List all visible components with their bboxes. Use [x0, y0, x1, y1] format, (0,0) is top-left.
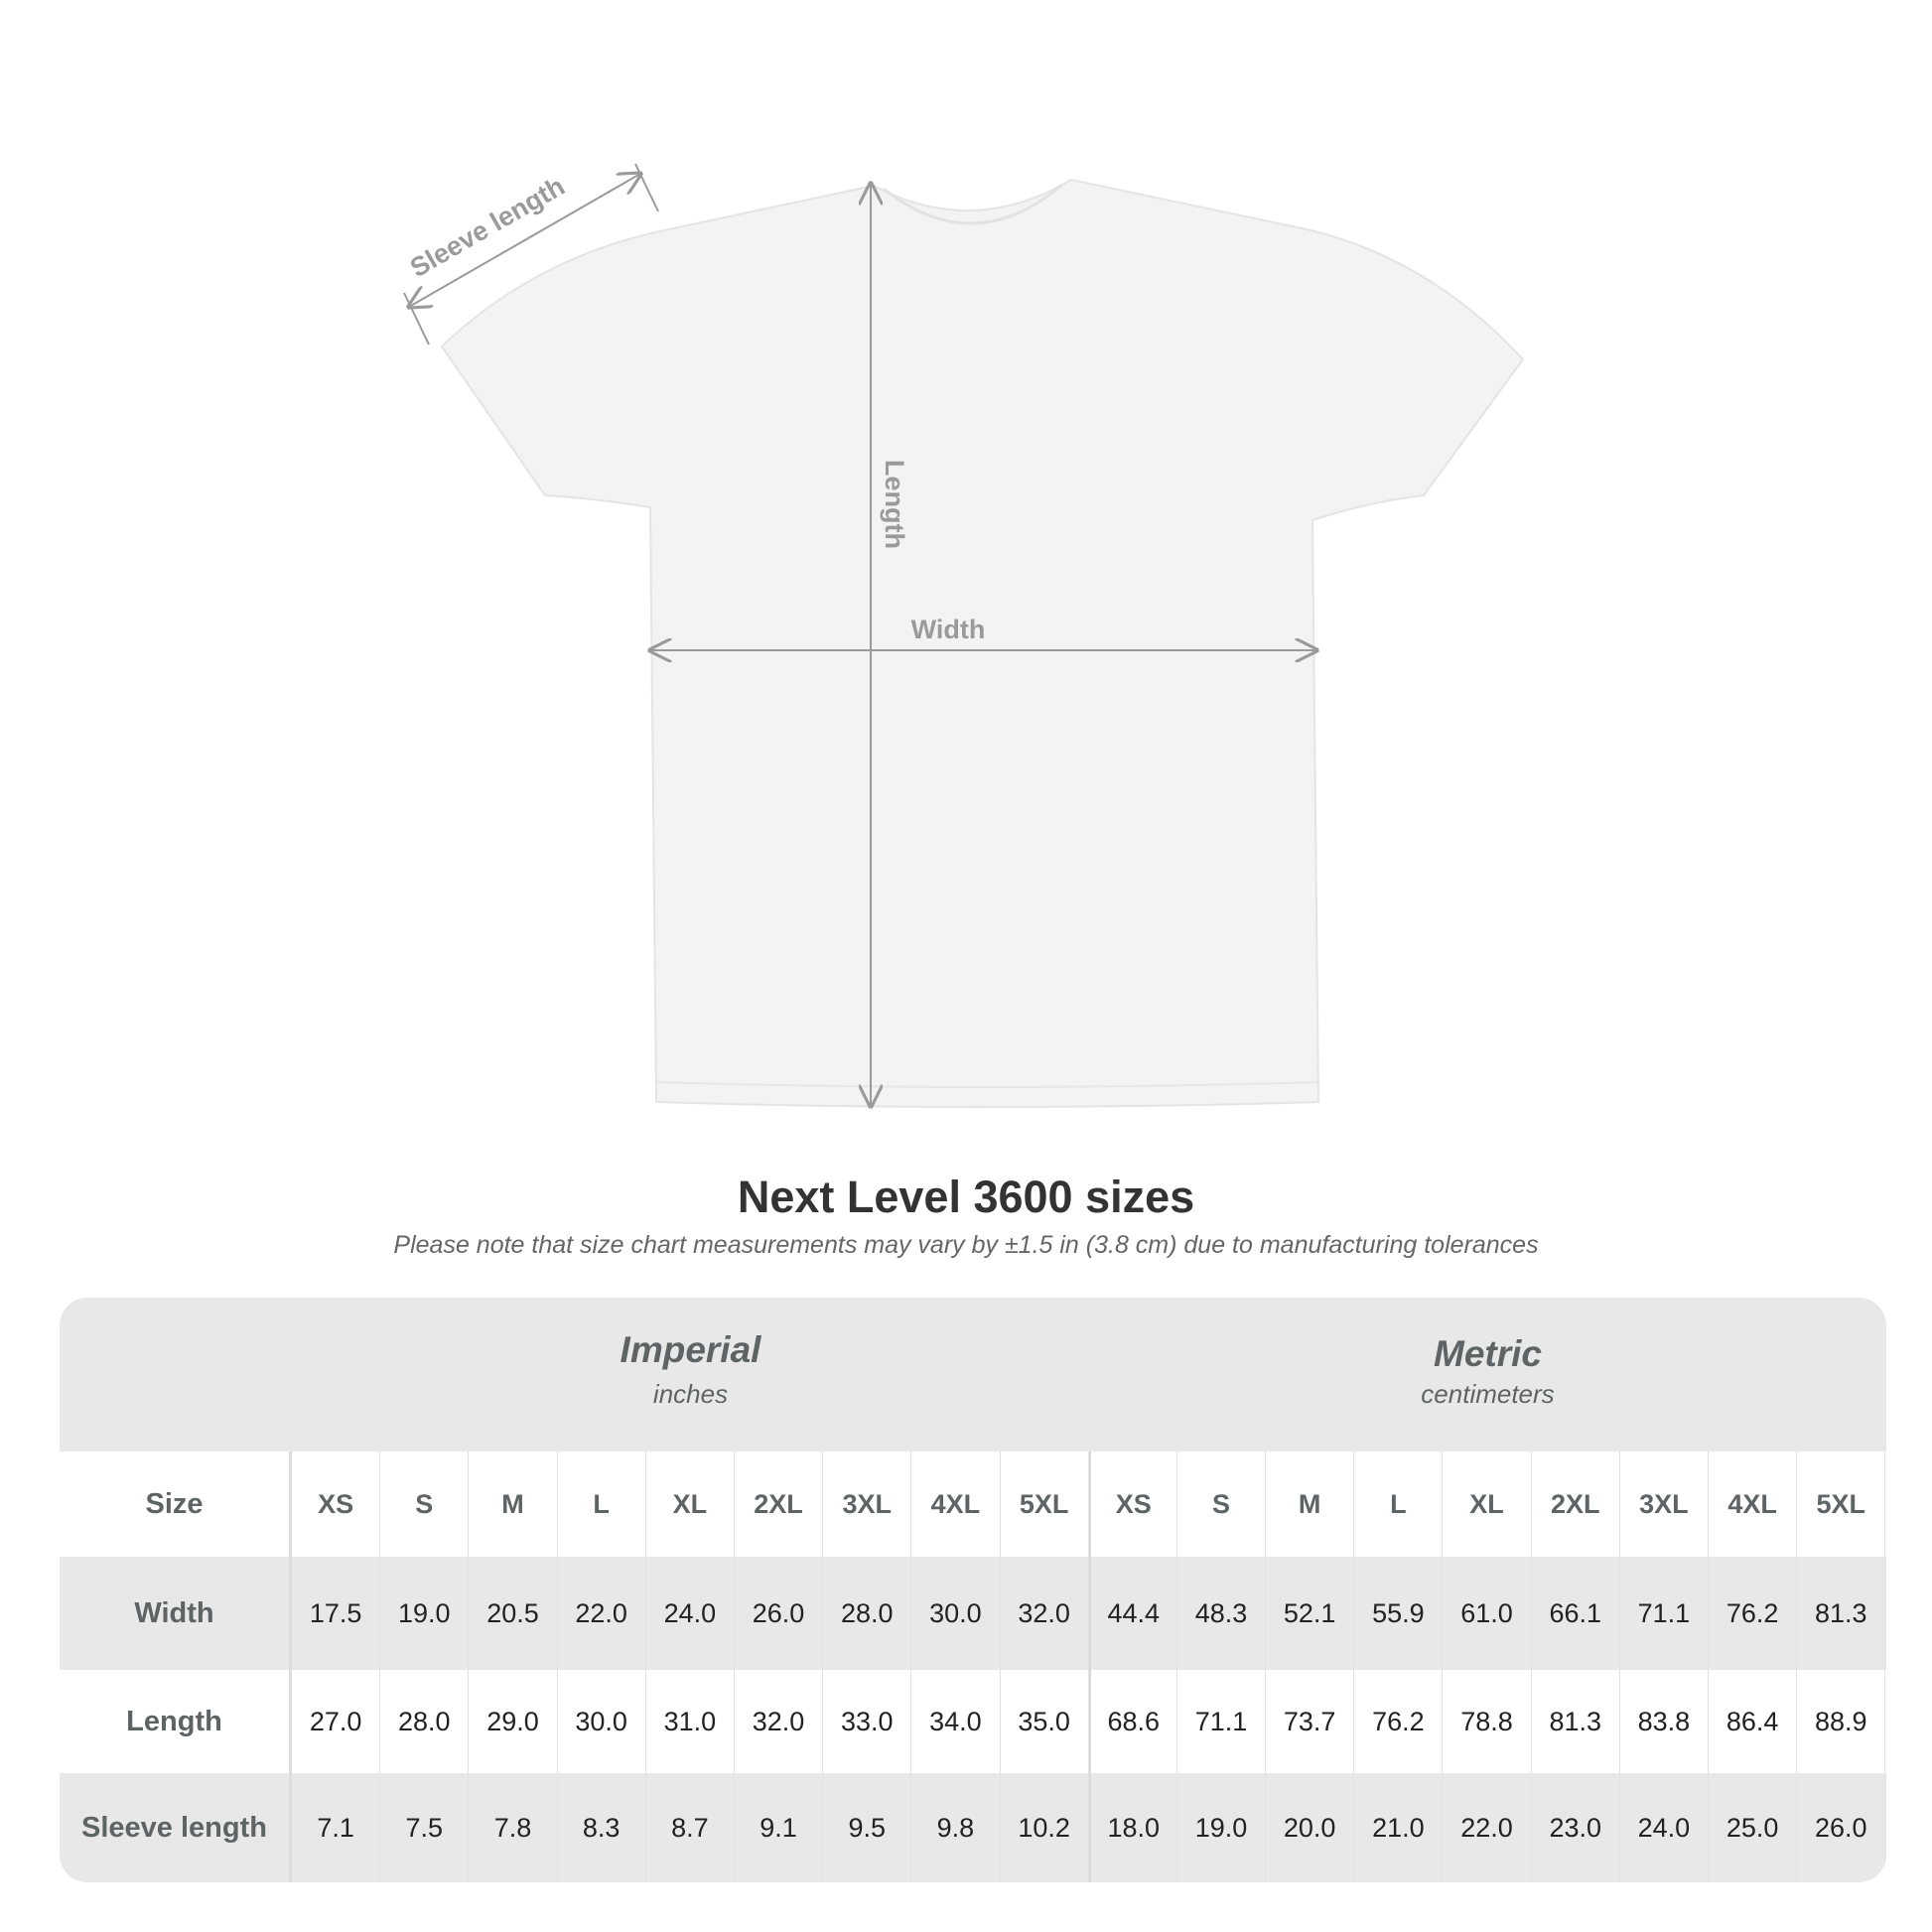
sleeve-length-label: Sleeve length — [405, 171, 570, 283]
metric-value-cell: 86.4 — [1709, 1670, 1798, 1773]
size-column-header: XL — [646, 1451, 735, 1557]
imperial-value-cell: 17.5 — [292, 1557, 381, 1670]
size-header-row: Size XS S M L XL 2XL 3XL 4XL 5XL XS S M L XL 2XL 3XL 4XL 5… — [60, 1451, 1886, 1557]
row-label: Length — [60, 1670, 292, 1773]
metric-value-cell: 21.0 — [1354, 1773, 1444, 1882]
metric-value-cell: 44.4 — [1088, 1557, 1177, 1670]
size-column-header: M — [1266, 1451, 1355, 1557]
imperial-unit: inches — [652, 1379, 729, 1409]
size-column-header: XS — [292, 1451, 381, 1557]
size-column-header: L — [1354, 1451, 1444, 1557]
size-column-header: 2XL — [735, 1451, 824, 1557]
metric-value-cell: 18.0 — [1088, 1773, 1177, 1882]
table-row: Length 27.0 28.0 29.0 30.0 31.0 32.0 33.0 34.0 35… — [60, 1670, 1886, 1773]
metric-value-cell: 76.2 — [1354, 1670, 1444, 1773]
imperial-header: Imperial inches — [292, 1298, 1089, 1451]
imperial-value-cell: 29.0 — [469, 1670, 558, 1773]
table-row: Sleeve length 7.1 7.5 7.8 8.3 8.7 9.1 9.5 9.8 10.… — [60, 1773, 1886, 1882]
row-label: Size — [60, 1451, 292, 1557]
size-column-header: S — [380, 1451, 470, 1557]
size-column-header: 3XL — [1620, 1451, 1709, 1557]
imperial-value-cell: 26.0 — [735, 1557, 824, 1670]
chart-title: Next Level 3600 sizes — [737, 1172, 1195, 1222]
metric-value-cell: 76.2 — [1709, 1557, 1798, 1670]
metric-value-cell: 25.0 — [1709, 1773, 1798, 1882]
imperial-value-cell: 35.0 — [1001, 1670, 1089, 1773]
width-label: Width — [911, 615, 986, 644]
size-column-header: 4XL — [1709, 1451, 1798, 1557]
row-label: Width — [60, 1557, 292, 1670]
imperial-value-cell: 10.2 — [1001, 1773, 1089, 1882]
metric-value-cell: 83.8 — [1620, 1670, 1709, 1773]
imperial-value-cell: 20.5 — [469, 1557, 558, 1670]
metric-value-cell: 19.0 — [1177, 1773, 1267, 1882]
size-column-header: 4XL — [911, 1451, 1001, 1557]
metric-value-cell: 24.0 — [1620, 1773, 1709, 1882]
imperial-value-cell: 30.0 — [911, 1557, 1001, 1670]
length-label: Length — [880, 460, 909, 549]
imperial-value-cell: 19.0 — [380, 1557, 470, 1670]
imperial-value-cell: 31.0 — [646, 1670, 735, 1773]
imperial-value-cell: 33.0 — [823, 1670, 912, 1773]
imperial-value-cell: 28.0 — [380, 1670, 470, 1773]
size-column-header: 2XL — [1532, 1451, 1620, 1557]
metric-value-cell: 20.0 — [1266, 1773, 1355, 1882]
imperial-value-cell: 9.5 — [823, 1773, 912, 1882]
size-column-header: XL — [1443, 1451, 1532, 1557]
metric-value-cell: 88.9 — [1797, 1670, 1886, 1773]
size-column-header: 5XL — [1001, 1451, 1089, 1557]
metric-value-cell: 73.7 — [1266, 1670, 1355, 1773]
metric-title: Metric — [1434, 1333, 1542, 1374]
imperial-value-cell: 7.8 — [469, 1773, 558, 1882]
imperial-value-cell: 7.1 — [292, 1773, 381, 1882]
imperial-value-cell: 9.8 — [911, 1773, 1001, 1882]
metric-value-cell: 52.1 — [1266, 1557, 1355, 1670]
imperial-value-cell: 22.0 — [558, 1557, 646, 1670]
size-column-header: M — [469, 1451, 558, 1557]
imperial-value-cell: 9.1 — [735, 1773, 824, 1882]
imperial-title: Imperial — [620, 1329, 761, 1370]
size-column-header: 5XL — [1797, 1451, 1886, 1557]
row-label: Sleeve length — [60, 1773, 292, 1882]
metric-value-cell: 81.3 — [1797, 1557, 1886, 1670]
metric-value-cell: 66.1 — [1532, 1557, 1620, 1670]
table-row: Width 17.5 19.0 20.5 22.0 24.0 26.0 28.0 30.0 32.… — [60, 1557, 1886, 1670]
imperial-value-cell: 8.7 — [646, 1773, 735, 1882]
imperial-value-cell: 32.0 — [1001, 1557, 1089, 1670]
imperial-value-cell: 32.0 — [735, 1670, 824, 1773]
imperial-value-cell: 34.0 — [911, 1670, 1001, 1773]
tolerance-note: Please note that size chart measurements… — [393, 1231, 1539, 1259]
metric-value-cell: 23.0 — [1532, 1773, 1620, 1882]
size-column-header: L — [558, 1451, 646, 1557]
imperial-value-cell: 28.0 — [823, 1557, 912, 1670]
metric-value-cell: 71.1 — [1177, 1670, 1267, 1773]
imperial-value-cell: 8.3 — [558, 1773, 646, 1882]
size-column-header: S — [1177, 1451, 1267, 1557]
size-table: Imperial inches Metric centimeters Size X… — [60, 1298, 1886, 1882]
metric-value-cell: 48.3 — [1177, 1557, 1267, 1670]
size-column-header: 3XL — [823, 1451, 912, 1557]
metric-value-cell: 22.0 — [1443, 1773, 1532, 1882]
metric-value-cell: 61.0 — [1443, 1557, 1532, 1670]
metric-value-cell: 26.0 — [1797, 1773, 1886, 1882]
tshirt-diagram: Sleeve length Length Width — [403, 163, 1525, 1172]
tshirt-collar — [883, 183, 1063, 225]
imperial-value-cell: 27.0 — [292, 1670, 381, 1773]
imperial-value-cell: 7.5 — [380, 1773, 470, 1882]
metric-value-cell: 71.1 — [1620, 1557, 1709, 1670]
sleeve-tick-end — [634, 163, 659, 212]
metric-unit: centimeters — [1421, 1379, 1555, 1409]
tshirt-hem — [656, 1081, 1318, 1088]
metric-value-cell: 55.9 — [1354, 1557, 1444, 1670]
size-column-header: XS — [1088, 1451, 1177, 1557]
imperial-value-cell: 24.0 — [646, 1557, 735, 1670]
sleeve-tick-start — [403, 292, 430, 345]
metric-value-cell: 78.8 — [1443, 1670, 1532, 1773]
metric-header: Metric centimeters — [1089, 1298, 1886, 1451]
metric-value-cell: 81.3 — [1532, 1670, 1620, 1773]
sleeve-length-arrow — [409, 174, 640, 307]
metric-value-cell: 68.6 — [1088, 1670, 1177, 1773]
imperial-value-cell: 30.0 — [558, 1670, 646, 1773]
